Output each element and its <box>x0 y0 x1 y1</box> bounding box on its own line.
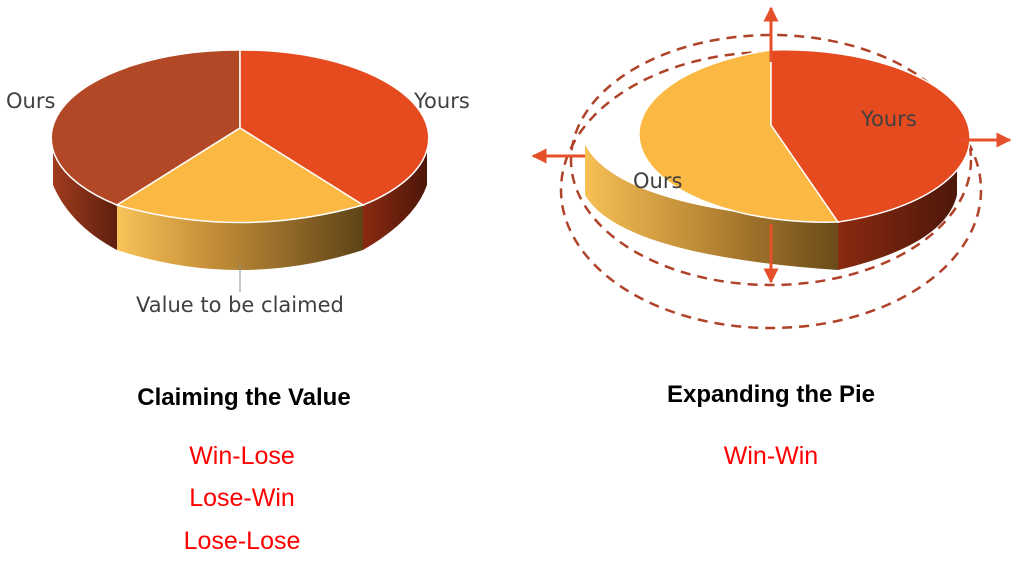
outcome-lose-win: Lose-Win <box>189 484 295 512</box>
right-pie: Ours Yours <box>531 6 1012 330</box>
right-pie-slice-yours <box>770 49 971 223</box>
left-label-claimed: Value to be claimed <box>136 293 344 317</box>
left-pie-slice-claimed <box>115 127 365 224</box>
left-pie: Ours Yours Value to be claimed <box>6 49 470 317</box>
right-label-yours: Yours <box>860 107 917 131</box>
right-panel-title: Expanding the Pie <box>666 381 876 408</box>
left-panel-title: Claiming the Value <box>137 384 351 411</box>
left-pie-side-yours <box>363 140 427 250</box>
right-pie-side-ours <box>585 145 838 270</box>
left-pie-side-claimed <box>117 205 363 270</box>
expansion-ring-inner <box>569 33 973 287</box>
left-label-yours: Yours <box>413 89 470 113</box>
expansion-ring-outer <box>559 50 983 330</box>
outcome-win-win: Win-Win <box>723 442 819 470</box>
outcome-lose-lose: Lose-Lose <box>183 527 301 555</box>
right-pie-slice-ours <box>638 49 840 223</box>
left-label-ours: Ours <box>6 89 55 113</box>
right-label-ours: Ours <box>633 169 682 193</box>
left-pie-slice-yours <box>239 49 430 206</box>
left-pie-slice-ours <box>50 49 241 206</box>
outcome-win-lose: Win-Lose <box>189 442 295 470</box>
